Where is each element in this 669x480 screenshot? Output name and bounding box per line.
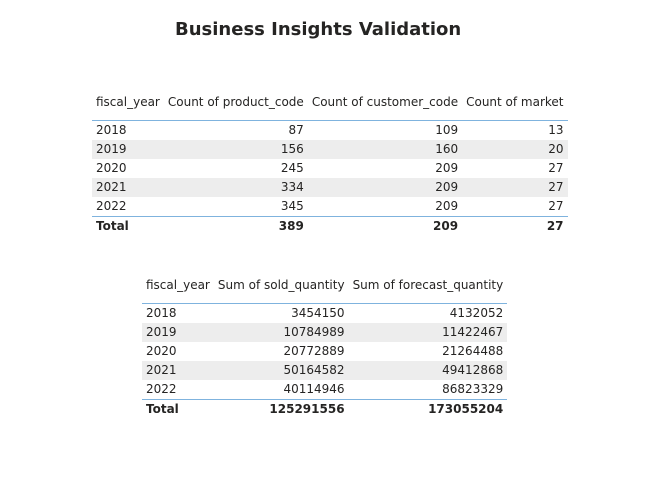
column-header-sum-forecast-quantity[interactable]: Sum of forecast_quantity — [348, 267, 508, 304]
cell-sum-sold-quantity: 10784989 — [213, 323, 349, 342]
column-header-count-market[interactable]: Count of market — [462, 84, 568, 121]
table-row[interactable]: 2020 245 209 27 — [92, 159, 568, 178]
cell-count-product-code: 156 — [163, 140, 308, 159]
cell-sum-sold-quantity: 50164582 — [213, 361, 349, 380]
cell-sum-forecast-quantity: 49412868 — [348, 361, 508, 380]
cell-count-product-code: 334 — [163, 178, 308, 197]
column-header-fiscal-year[interactable]: fiscal_year — [92, 84, 164, 121]
cell-sum-forecast-quantity: 11422467 — [348, 323, 508, 342]
table-row[interactable]: 2020 20772889 21264488 — [142, 342, 507, 361]
total-sum-forecast-quantity: 173055204 — [348, 399, 508, 419]
table-row[interactable]: 2022 345 209 27 — [92, 197, 568, 217]
cell-count-customer-code: 160 — [307, 140, 463, 159]
cell-sum-forecast-quantity: 4132052 — [449, 306, 504, 320]
column-header-count-customer-code[interactable]: Count of customer_code — [307, 84, 463, 121]
cell-fiscal-year: 2020 — [96, 161, 127, 175]
table-row[interactable]: 2019 156 160 20 — [92, 140, 568, 159]
cell-fiscal-year: 2022 — [146, 382, 177, 396]
table-row[interactable]: 2021 334 209 27 — [92, 178, 568, 197]
cell-count-market: 20 — [462, 140, 568, 159]
cell-fiscal-year: 2019 — [142, 323, 214, 342]
cell-count-market: 27 — [462, 178, 568, 197]
cell-sum-forecast-quantity: 86823329 — [442, 382, 504, 396]
cell-fiscal-year: 2021 — [142, 361, 214, 380]
column-header-count-product-code[interactable]: Count of product_code — [163, 84, 308, 121]
cell-fiscal-year: 2021 — [92, 178, 164, 197]
cell-sum-sold-quantity: 40114946 — [283, 382, 345, 396]
cell-fiscal-year: 2019 — [92, 140, 164, 159]
total-label: Total — [92, 216, 164, 236]
column-header-fiscal-year[interactable]: fiscal_year — [142, 267, 214, 304]
product-customer-market-count-table[interactable]: fiscal_year Count of product_code Count … — [92, 84, 568, 236]
table-row[interactable]: 2018 3454150 4132052 — [142, 304, 507, 324]
total-row: Total 389 209 27 — [92, 216, 568, 236]
cell-count-market: 27 — [548, 161, 564, 175]
total-count-market: 27 — [462, 216, 568, 236]
cell-fiscal-year: 2018 — [146, 306, 177, 320]
cell-count-product-code: 245 — [280, 161, 304, 175]
cell-sum-forecast-quantity: 21264488 — [442, 344, 504, 358]
total-count-customer-code: 209 — [307, 216, 463, 236]
cell-fiscal-year: 2020 — [146, 344, 177, 358]
cell-count-customer-code: 109 — [435, 123, 459, 137]
cell-count-product-code: 345 — [280, 199, 304, 213]
page-title: Business Insights Validation — [175, 19, 462, 40]
cell-count-customer-code: 209 — [435, 199, 459, 213]
table-row[interactable]: 2018 87 109 13 — [92, 121, 568, 141]
cell-count-product-code: 87 — [288, 123, 304, 137]
cell-fiscal-year: 2022 — [96, 199, 127, 213]
total-label: Total — [142, 399, 214, 419]
cell-sum-sold-quantity: 3454150 — [291, 306, 345, 320]
cell-count-customer-code: 209 — [307, 178, 463, 197]
cell-count-market: 13 — [548, 123, 564, 137]
table-row[interactable]: 2019 10784989 11422467 — [142, 323, 508, 342]
table-row[interactable]: 2021 50164582 49412868 — [142, 361, 508, 380]
cell-count-market: 27 — [548, 199, 564, 213]
cell-fiscal-year: 2018 — [96, 123, 127, 137]
total-count-product-code: 389 — [163, 216, 308, 236]
sold-forecast-quantity-table[interactable]: fiscal_year Sum of sold_quantity Sum of … — [142, 267, 508, 419]
cell-count-customer-code: 209 — [435, 161, 459, 175]
table-row[interactable]: 2022 40114946 86823329 — [142, 380, 507, 400]
table-header-row: fiscal_year Count of product_code Count … — [92, 84, 568, 121]
total-sum-sold-quantity: 125291556 — [213, 399, 349, 419]
total-row: Total 125291556 173055204 — [142, 399, 508, 419]
column-header-sum-sold-quantity[interactable]: Sum of sold_quantity — [213, 267, 349, 304]
table-header-row: fiscal_year Sum of sold_quantity Sum of … — [142, 267, 508, 304]
cell-sum-sold-quantity: 20772889 — [283, 344, 345, 358]
